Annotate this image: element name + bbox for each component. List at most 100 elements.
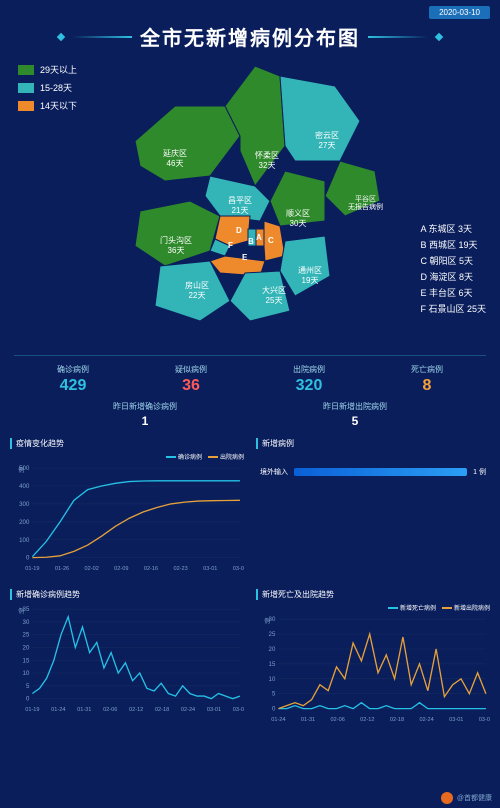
svg-text:03-06: 03-06 — [479, 717, 490, 723]
svg-text:0: 0 — [26, 696, 30, 703]
title-line-right — [368, 36, 428, 38]
svg-text:01-24: 01-24 — [271, 717, 285, 723]
svg-text:02-18: 02-18 — [155, 707, 169, 713]
district-label: 昌平区21天 — [228, 196, 252, 215]
svg-text:例: 例 — [18, 607, 24, 615]
chart-new-confirmed: 新增确诊病例趋势 0510152025303501-1901-2401-3102… — [10, 589, 244, 730]
svg-text:02-24: 02-24 — [181, 707, 195, 713]
district-yanqing — [135, 106, 240, 181]
chart-title: 新增死亡及出院趋势 — [256, 589, 490, 600]
district-label: 顺义区30天 — [286, 209, 310, 228]
bar-track — [294, 468, 467, 476]
district-label: 房山区22天 — [185, 281, 209, 300]
district-mentougou — [135, 201, 220, 266]
chart-svg: 05101520253001-2401-3102-0602-1202-1802-… — [256, 613, 490, 725]
svg-text:01-26: 01-26 — [55, 566, 69, 572]
svg-text:01-19: 01-19 — [25, 566, 39, 572]
diamond-icon — [57, 32, 65, 40]
svg-text:02-23: 02-23 — [173, 566, 187, 572]
svg-text:5: 5 — [272, 691, 276, 698]
svg-text:0: 0 — [272, 706, 276, 713]
svg-text:01-19: 01-19 — [25, 707, 39, 713]
svg-text:400: 400 — [19, 483, 30, 490]
legend-item: 29天以上 — [18, 61, 77, 79]
svg-text:5: 5 — [26, 683, 30, 690]
bar-value: 1 例 — [473, 467, 486, 477]
stats-row: 确诊病例429疑似病例36出院病例320死亡病例8 — [14, 355, 486, 395]
district-label: 平谷区无报告病例 — [348, 196, 383, 213]
svg-text:02-18: 02-18 — [390, 717, 404, 723]
bar-label: 境外输入 — [260, 467, 288, 477]
stat-item: 疑似病例36 — [175, 364, 207, 395]
source-icon — [441, 792, 453, 804]
svg-text:100: 100 — [19, 537, 30, 544]
chart-new-cases: 新增病例 境外输入 1 例 — [256, 438, 490, 579]
beijing-map — [130, 51, 390, 331]
svg-text:01-24: 01-24 — [51, 707, 65, 713]
charts-grid: 疫情变化趋势 确诊病例出院病例 0 100 200 300 400 5 0 0 01-19 01-… — [10, 438, 490, 730]
svg-text:02-02: 02-02 — [85, 566, 99, 572]
chart-trend: 疫情变化趋势 确诊病例出院病例 010020030040050001-1901-… — [10, 438, 244, 579]
chart-svg: 010020030040050001-1901-2602-0202-0902-1… — [10, 462, 244, 574]
svg-text:03-01: 03-01 — [207, 707, 221, 713]
legend-item: 15-28天 — [18, 79, 77, 97]
district-label: 门头沟区36天 — [160, 236, 192, 255]
footer: @首都健康 — [441, 792, 492, 804]
svg-text:03-01: 03-01 — [203, 566, 217, 572]
stat-item: 死亡病例8 — [411, 364, 443, 395]
legend-item: 14天以下 — [18, 97, 77, 115]
svg-text:02-06: 02-06 — [331, 717, 345, 723]
svg-text:20: 20 — [269, 646, 276, 653]
stat-item: 出院病例320 — [293, 364, 325, 395]
center-letter: F — [228, 241, 233, 250]
diamond-icon — [435, 32, 443, 40]
svg-text:01-31: 01-31 — [77, 707, 91, 713]
svg-text:例: 例 — [264, 617, 270, 625]
map-zone: 29天以上15-28天14天以下 延庆区46天怀柔区32天密云区27天昌平区21… — [0, 61, 500, 351]
svg-text:15: 15 — [23, 657, 30, 664]
substat-item: 昨日新增确诊病例1 — [113, 401, 177, 428]
district-label: 密云区27天 — [315, 131, 339, 150]
svg-text:03-06: 03-06 — [233, 707, 244, 713]
district-label: 通州区19天 — [298, 266, 322, 285]
svg-text:30: 30 — [23, 619, 30, 626]
map-legend: 29天以上15-28天14天以下 — [18, 61, 77, 115]
substat-item: 昨日新增出院病例5 — [323, 401, 387, 428]
svg-text:02-06: 02-06 — [103, 707, 117, 713]
svg-text:01-31: 01-31 — [301, 717, 315, 723]
svg-text:02-12: 02-12 — [129, 707, 143, 713]
svg-text:300: 300 — [19, 501, 30, 508]
letter-note: A 东城区 3天B 西城区 19天C 朝阳区 5天D 海淀区 8天E 丰台区 6… — [420, 221, 486, 317]
svg-text:25: 25 — [23, 632, 30, 639]
chart-legend: 新增死亡病例新增出院病例 — [256, 603, 490, 612]
svg-text:200: 200 — [19, 519, 30, 526]
svg-text:02-12: 02-12 — [360, 717, 374, 723]
svg-text:02-09: 02-09 — [114, 566, 128, 572]
center-letter: B — [248, 237, 254, 246]
bar-fill — [294, 468, 467, 476]
center-letter: C — [268, 236, 274, 245]
chart-title: 新增确诊病例趋势 — [10, 589, 244, 600]
substats-row: 昨日新增确诊病例1 昨日新增出院病例5 — [40, 401, 460, 428]
svg-text:03-09: 03-09 — [233, 566, 244, 572]
chart-title: 疫情变化趋势 — [10, 438, 244, 449]
page-title: 全市无新增病例分布图 — [140, 22, 360, 51]
svg-text:02-16: 02-16 — [144, 566, 158, 572]
chart-death-discharge: 新增死亡及出院趋势 新增死亡病例新增出院病例 05101520253001-24… — [256, 589, 490, 730]
center-letter: D — [236, 226, 242, 235]
svg-text:0: 0 — [26, 555, 30, 562]
source-text: @首都健康 — [457, 793, 492, 803]
chart-legend: 确诊病例出院病例 — [10, 452, 244, 461]
center-letter: E — [242, 253, 247, 262]
district-label: 怀柔区32天 — [255, 151, 279, 170]
svg-text:例: 例 — [18, 466, 24, 474]
svg-text:10: 10 — [269, 676, 276, 683]
svg-text:02-24: 02-24 — [419, 717, 433, 723]
svg-text:15: 15 — [269, 661, 276, 668]
svg-text:20: 20 — [23, 644, 30, 651]
title-line-left — [72, 36, 132, 38]
svg-text:10: 10 — [23, 670, 30, 677]
district-label: 大兴区25天 — [262, 286, 286, 305]
center-letter: A — [256, 233, 262, 242]
bar-row: 境外输入 1 例 — [260, 467, 486, 477]
